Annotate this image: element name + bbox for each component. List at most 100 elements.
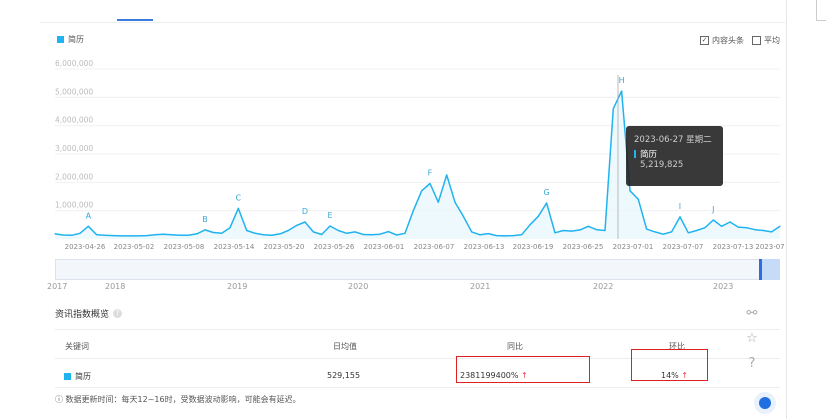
timeline-year-label: 2022: [593, 282, 614, 291]
star-icon[interactable]: ☆: [746, 331, 758, 346]
x-tick-label: 2023-05-14: [214, 243, 255, 251]
marker-label: E: [327, 211, 332, 220]
data-point: [312, 231, 314, 233]
data-point: [671, 231, 673, 233]
data-point: [779, 225, 781, 227]
data-point: [346, 232, 348, 234]
tooltip-series-marker: [634, 150, 636, 158]
data-point: [237, 207, 239, 209]
timeline-year-label: 2019: [227, 282, 248, 291]
data-point: [471, 231, 473, 233]
data-point: [179, 234, 181, 236]
data-point: [562, 229, 564, 232]
chat-icon[interactable]: [754, 392, 776, 414]
timeline-year-label: 2021: [470, 282, 491, 291]
data-point: [287, 229, 289, 232]
data-point: [162, 233, 164, 235]
data-point: [729, 221, 731, 223]
y-tick-label: 1,000,000: [55, 201, 93, 210]
help-icon[interactable]: ?: [748, 356, 756, 371]
x-tick-label: 2023-05-26: [314, 243, 355, 251]
tooltip-date: 2023-06-27 星期二: [634, 135, 712, 145]
tooltip-value: 5,219,825: [640, 160, 684, 170]
data-point: [504, 235, 506, 237]
mom-text: 14%: [661, 371, 679, 380]
x-tick-label: 2023-06-25: [563, 243, 604, 251]
data-point: [137, 235, 139, 237]
slider-handle[interactable]: [759, 259, 762, 280]
data-point: [337, 229, 339, 232]
data-point: [104, 234, 106, 236]
data-point: [646, 228, 648, 230]
mom-value: 14% ↑: [661, 371, 688, 380]
time-range-slider[interactable]: [55, 259, 780, 280]
data-point: [221, 232, 223, 234]
side-panel-edge: [816, 0, 826, 21]
data-point: [71, 234, 73, 236]
data-point: [696, 229, 698, 232]
y-tick-label: 5,000,000: [55, 87, 93, 96]
x-tick-label: 2023-05-02: [114, 243, 155, 251]
data-point: [79, 232, 81, 234]
data-point: [396, 234, 398, 236]
col-mom: 环比: [669, 342, 685, 351]
data-point: [579, 229, 581, 231]
option-content-headline[interactable]: ✓ 内容头条: [700, 35, 744, 46]
marker-label: D: [302, 207, 308, 216]
checkbox-checked-icon[interactable]: ✓: [700, 36, 709, 45]
question-circle-icon[interactable]: ?: [113, 309, 123, 318]
data-point: [304, 221, 306, 223]
data-point: [196, 233, 198, 235]
data-point: [596, 229, 598, 231]
slider-selected-range[interactable]: [760, 259, 780, 280]
data-point: [762, 229, 764, 232]
highlight-box-mom: [631, 349, 708, 381]
x-tick-label: 2023-07-13: [713, 243, 754, 251]
data-point: [712, 219, 714, 221]
data-point: [629, 190, 631, 192]
arrow-up-icon: ↑: [681, 371, 689, 380]
overview-title-text: 资讯指数概览: [55, 310, 110, 320]
marker-label: F: [428, 168, 433, 177]
marker-label: G: [544, 188, 550, 197]
data-point: [362, 233, 364, 236]
y-tick-label: 6,000,000: [55, 59, 93, 68]
data-point: [254, 232, 256, 234]
keyword-swatch: [64, 373, 71, 380]
data-point: [754, 229, 756, 231]
marker-label: I: [679, 202, 681, 211]
data-point: [737, 226, 739, 228]
data-point: [279, 233, 281, 235]
data-point: [96, 234, 98, 236]
data-point: [621, 90, 623, 92]
data-point: [512, 235, 514, 237]
x-tick-label: 2023-07-01: [613, 243, 654, 251]
x-tick-label: 2023-07: [755, 243, 784, 251]
data-point: [687, 232, 689, 234]
row-keyword: 简历: [64, 371, 91, 382]
share-icon[interactable]: ⚯: [746, 306, 758, 321]
data-point: [404, 232, 406, 234]
data-point: [54, 233, 56, 235]
data-point: [354, 231, 356, 233]
data-point: [212, 231, 214, 234]
marker-label: C: [236, 193, 242, 202]
col-keyword: 关键词: [65, 342, 89, 351]
series-area: [55, 91, 780, 239]
legend-swatch: [57, 36, 64, 43]
legend-item[interactable]: 简历: [57, 34, 84, 45]
data-point: [146, 235, 148, 237]
data-point: [654, 231, 656, 233]
data-point: [262, 234, 264, 236]
data-point: [612, 108, 614, 110]
data-point: [246, 229, 248, 232]
option-average[interactable]: 平均: [752, 35, 780, 46]
chart-options: ✓ 内容头条 平均: [700, 35, 780, 46]
data-point: [187, 234, 189, 236]
checkbox-icon[interactable]: [752, 36, 761, 45]
data-point: [546, 202, 548, 204]
data-point: [637, 198, 639, 200]
x-tick-label: 2023-06-07: [414, 243, 455, 251]
data-point: [379, 233, 381, 235]
data-point: [479, 234, 481, 236]
